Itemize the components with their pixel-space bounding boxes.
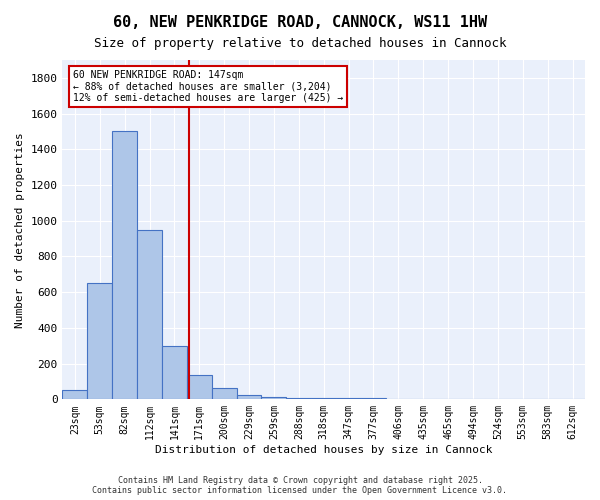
- Text: Size of property relative to detached houses in Cannock: Size of property relative to detached ho…: [94, 38, 506, 51]
- Bar: [361, 398, 386, 400]
- Bar: [286, 398, 311, 400]
- Text: 60 NEW PENKRIDGE ROAD: 147sqm
← 88% of detached houses are smaller (3,204)
12% o: 60 NEW PENKRIDGE ROAD: 147sqm ← 88% of d…: [73, 70, 343, 103]
- Bar: [88, 283, 112, 400]
- Bar: [311, 398, 336, 400]
- Text: Contains HM Land Registry data © Crown copyright and database right 2025.
Contai: Contains HM Land Registry data © Crown c…: [92, 476, 508, 495]
- X-axis label: Distribution of detached houses by size in Cannock: Distribution of detached houses by size …: [155, 445, 493, 455]
- Bar: [112, 132, 137, 400]
- Bar: [236, 395, 262, 400]
- Bar: [212, 388, 236, 400]
- Bar: [336, 398, 361, 400]
- Bar: [162, 346, 187, 400]
- Text: 60, NEW PENKRIDGE ROAD, CANNOCK, WS11 1HW: 60, NEW PENKRIDGE ROAD, CANNOCK, WS11 1H…: [113, 15, 487, 30]
- Y-axis label: Number of detached properties: Number of detached properties: [15, 132, 25, 328]
- Bar: [137, 230, 162, 400]
- Bar: [62, 390, 88, 400]
- Bar: [262, 396, 286, 400]
- Bar: [187, 375, 212, 400]
